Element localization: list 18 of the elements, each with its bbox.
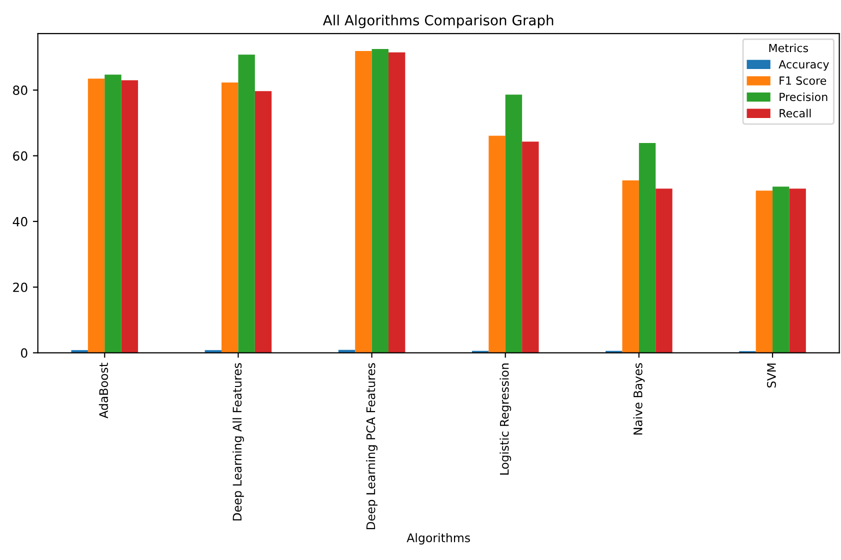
x-tick-label: Deep Learning All Features (232, 363, 244, 520)
x-tick-label: Logistic Regression (500, 364, 512, 475)
x-axis-title: Algorithms (406, 533, 470, 545)
x-tick-label: AdaBoost (98, 362, 108, 418)
legend-title: Metrics (769, 44, 808, 52)
legend-label: Precision (780, 92, 828, 102)
legend-label: F1 Score (780, 76, 826, 85)
y-tick-label: 20 (13, 282, 28, 292)
x-tick-label: Naive Bayes (633, 363, 645, 434)
x-tick-label: SVM (767, 364, 776, 388)
chart-title: All Algorithms Comparison Graph (322, 14, 554, 28)
x-tick-label: Deep Learning PCA Features (366, 363, 378, 530)
y-tick-label: 60 (13, 151, 28, 161)
legend-label: Recall (780, 108, 811, 118)
y-tick-label: 40 (12, 216, 28, 226)
legend-label: Accuracy (778, 60, 829, 71)
y-tick-label: 80 (13, 86, 28, 96)
y-tick-label: 0 (20, 348, 28, 358)
